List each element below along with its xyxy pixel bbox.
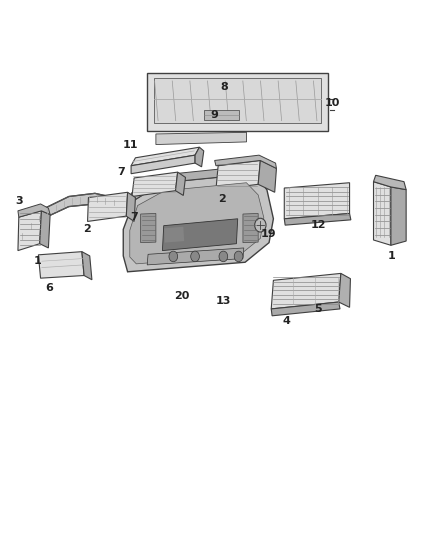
Text: 6: 6 [45, 282, 53, 293]
Text: 8: 8 [220, 82, 228, 92]
Polygon shape [164, 227, 184, 243]
Polygon shape [391, 187, 406, 245]
Polygon shape [284, 183, 350, 219]
Polygon shape [126, 192, 135, 221]
Text: 2: 2 [83, 224, 91, 235]
Text: 7: 7 [117, 167, 125, 177]
Polygon shape [271, 302, 340, 316]
Polygon shape [141, 214, 156, 243]
Text: 9: 9 [211, 110, 219, 120]
Circle shape [234, 251, 243, 262]
Polygon shape [123, 174, 273, 272]
Text: 11: 11 [123, 140, 138, 150]
Polygon shape [374, 175, 406, 190]
Polygon shape [339, 273, 350, 308]
Polygon shape [204, 110, 239, 119]
Polygon shape [19, 193, 118, 246]
Polygon shape [88, 192, 127, 221]
Polygon shape [215, 155, 276, 168]
Polygon shape [131, 166, 267, 200]
Polygon shape [176, 172, 185, 196]
Text: 7: 7 [130, 212, 138, 222]
Text: 20: 20 [174, 290, 190, 301]
Polygon shape [147, 248, 244, 265]
Polygon shape [195, 147, 204, 167]
Text: 2: 2 [218, 193, 226, 204]
Polygon shape [39, 252, 84, 278]
Polygon shape [156, 132, 247, 144]
Polygon shape [374, 182, 391, 245]
Polygon shape [18, 211, 42, 251]
Circle shape [191, 251, 199, 262]
Circle shape [169, 251, 178, 262]
Text: 1: 1 [34, 256, 41, 266]
Polygon shape [271, 273, 341, 309]
Polygon shape [131, 155, 195, 174]
Text: 5: 5 [314, 304, 322, 314]
Polygon shape [258, 160, 276, 192]
Text: 3: 3 [15, 196, 23, 206]
Circle shape [254, 218, 266, 232]
Text: 4: 4 [283, 316, 290, 326]
Polygon shape [18, 204, 50, 217]
Polygon shape [131, 147, 199, 166]
Text: 13: 13 [215, 296, 231, 306]
Polygon shape [284, 214, 351, 225]
Polygon shape [82, 252, 92, 280]
Polygon shape [243, 214, 258, 243]
Text: 19: 19 [260, 229, 276, 239]
Polygon shape [216, 160, 260, 190]
Polygon shape [132, 172, 178, 197]
Polygon shape [162, 219, 238, 251]
Polygon shape [40, 211, 50, 248]
Text: 10: 10 [325, 98, 340, 108]
Polygon shape [130, 183, 264, 264]
Polygon shape [147, 73, 328, 131]
Circle shape [219, 251, 228, 262]
Text: 12: 12 [311, 220, 326, 230]
Polygon shape [154, 78, 321, 123]
Text: 1: 1 [388, 251, 396, 261]
